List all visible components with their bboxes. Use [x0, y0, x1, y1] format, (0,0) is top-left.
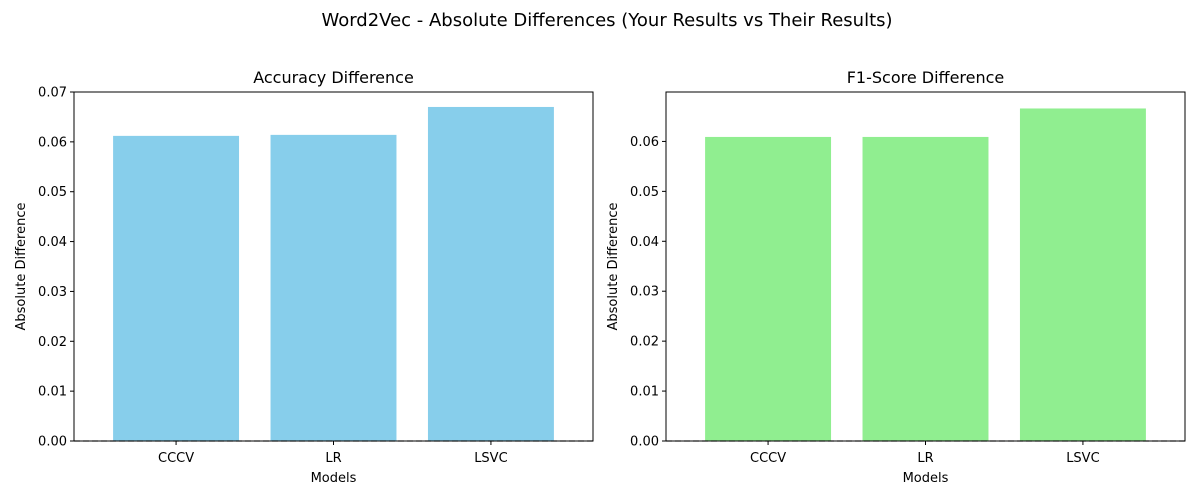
- y-tick-label: 0.04: [38, 235, 67, 250]
- y-tick-label: 0.07: [38, 86, 67, 101]
- x-tick-label-lsvc: LSVC: [1066, 451, 1099, 466]
- y-tick-label: 0.02: [630, 335, 659, 350]
- x-tick-label-lr: LR: [917, 451, 933, 466]
- bar-cccv: [113, 135, 240, 442]
- x-tick-label-lr: LR: [325, 451, 341, 466]
- bar-cccv: [705, 136, 832, 442]
- y-axis-label: Absolute Difference: [606, 203, 621, 331]
- bar-lr: [862, 136, 989, 442]
- y-tick-label: 0.03: [38, 285, 67, 300]
- y-tick-label: 0.05: [630, 185, 659, 200]
- y-tick-label: 0.06: [630, 135, 659, 150]
- bar-lr: [270, 134, 397, 441]
- figure-title: Word2Vec - Absolute Differences (Your Re…: [321, 10, 892, 31]
- chart-panel-0: 0.00 0.01 0.02 0.03 0.04 0.05 0.06 0.07 CCCV LR LS…: [14, 68, 594, 486]
- chart-title: F1-Score Difference: [847, 68, 1005, 87]
- y-axis-label: Absolute Difference: [14, 203, 29, 331]
- x-tick-label-cccv: CCCV: [750, 451, 786, 466]
- y-tick-label: 0.00: [630, 435, 659, 450]
- y-tick-label: 0.03: [630, 285, 659, 300]
- x-axis-label: Models: [311, 471, 357, 486]
- y-tick-label: 0.00: [38, 435, 67, 450]
- y-tick-label: 0.01: [630, 385, 659, 400]
- x-tick-label-lsvc: LSVC: [474, 451, 507, 466]
- chart-panel-1: 0.00 0.01 0.02 0.03 0.04 0.05 0.06 CCCV LR LSVC F1…: [606, 68, 1186, 486]
- y-tick-label: 0.01: [38, 385, 67, 400]
- y-tick-label: 0.02: [38, 335, 67, 350]
- chart-panels: 0.00 0.01 0.02 0.03 0.04 0.05 0.06 0.07 CCCV LR LS…: [14, 68, 1186, 486]
- y-tick-label: 0.06: [38, 135, 67, 150]
- y-tick-label: 0.04: [630, 235, 659, 250]
- bar-lsvc: [427, 106, 554, 441]
- y-tick-label: 0.05: [38, 185, 67, 200]
- bar-lsvc: [1019, 108, 1146, 442]
- x-axis-label: Models: [903, 471, 949, 486]
- x-tick-label-cccv: CCCV: [158, 451, 194, 466]
- chart-title: Accuracy Difference: [253, 68, 414, 87]
